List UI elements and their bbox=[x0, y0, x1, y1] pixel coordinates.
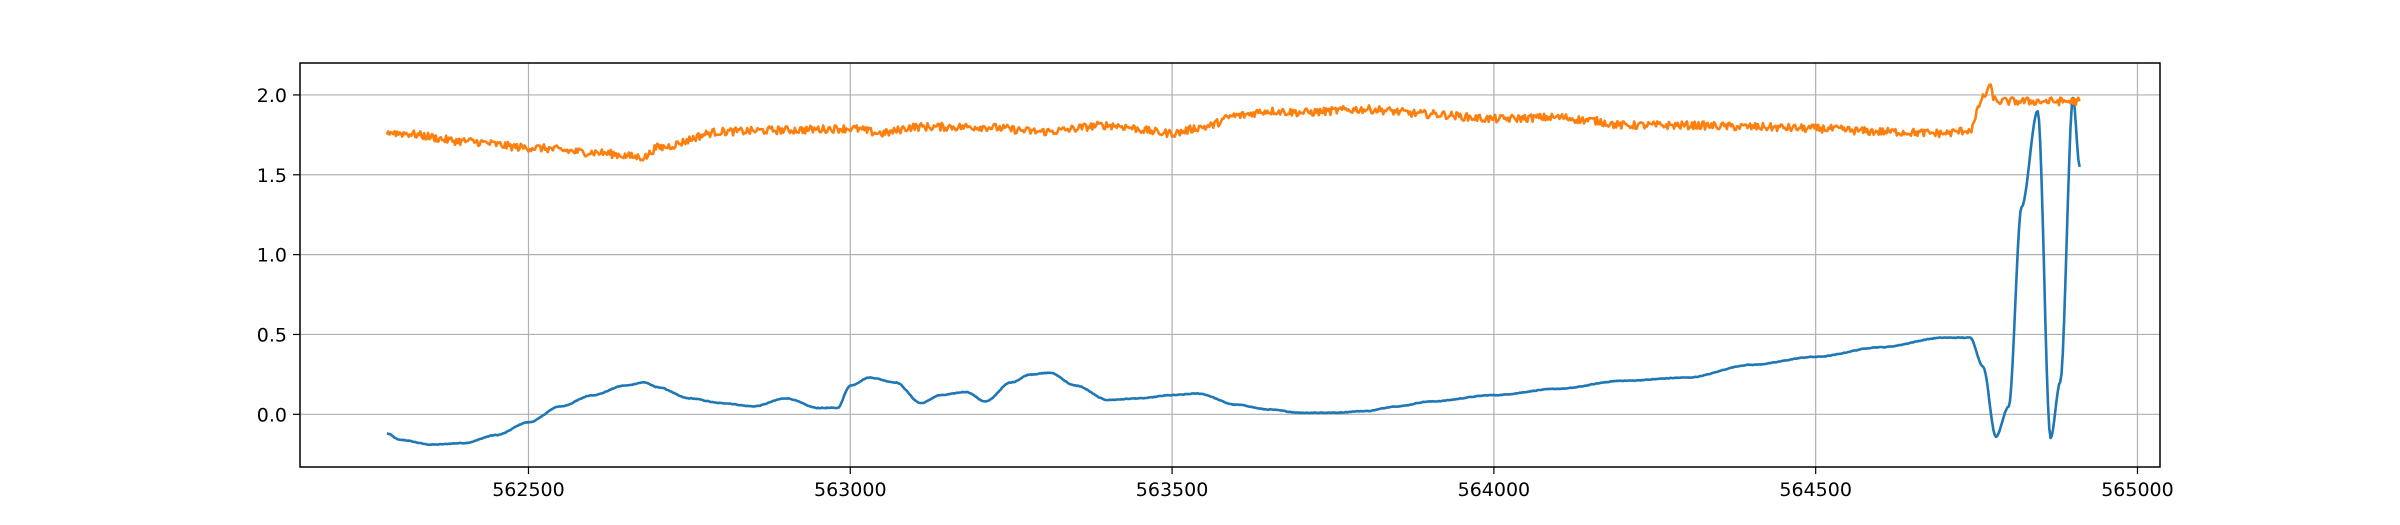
series-line-2 bbox=[385, 83, 2081, 162]
plot-area bbox=[300, 63, 2160, 467]
series-line-1 bbox=[386, 96, 2081, 447]
x-tick-label: 564000 bbox=[1458, 479, 1531, 501]
x-tick-label: 565000 bbox=[2101, 479, 2174, 501]
axes-frame bbox=[299, 62, 2161, 468]
y-tick-label: 0.0 bbox=[257, 404, 287, 426]
grid bbox=[300, 63, 2160, 467]
y-tick-label: 1.5 bbox=[257, 165, 287, 187]
x-tick-label: 563500 bbox=[1136, 479, 1209, 501]
y-tick-label: 1.0 bbox=[257, 245, 287, 267]
x-axis: 562500 563000 563500 564000 564500 565000 bbox=[492, 467, 2174, 501]
series-layer bbox=[385, 83, 2081, 447]
x-tick-label: 562500 bbox=[492, 479, 565, 501]
y-axis: 0.0 0.5 1.0 1.5 2.0 bbox=[257, 85, 300, 426]
x-tick-label: 563000 bbox=[814, 479, 887, 501]
y-tick-label: 2.0 bbox=[257, 85, 287, 107]
x-tick-label: 564500 bbox=[1779, 479, 1852, 501]
y-tick-label: 0.5 bbox=[257, 324, 287, 346]
